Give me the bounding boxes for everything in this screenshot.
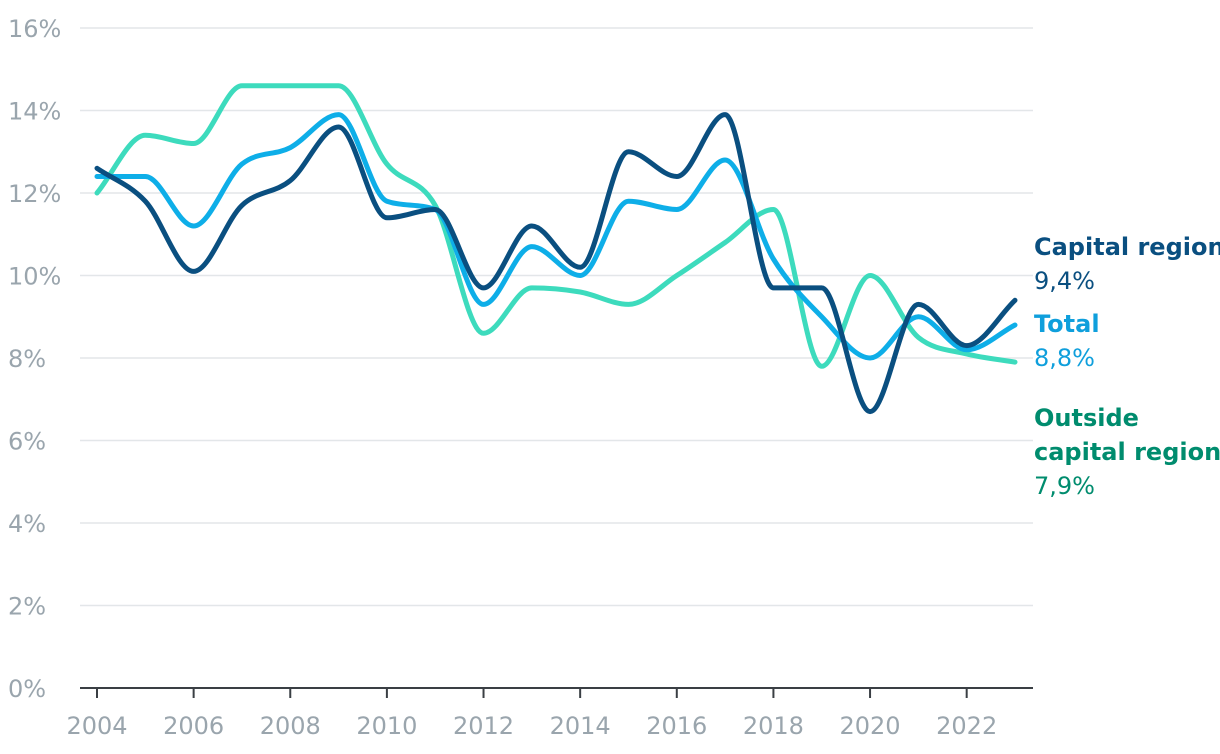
y-tick-label: 2% [8,593,46,621]
x-tick-label: 2006 [163,712,224,740]
series-label-total: Total [1034,310,1100,338]
series-end-labels: Outside capital region 7,9% Total 8,8% Capita… [1034,233,1220,500]
x-axis: 2004 2006 2008 2010 2012 2014 2016 2018 2020 2022 [66,687,1033,740]
series-line-capital-region [94,112,1018,415]
series-value-outside-capital-region: 7,9% [1034,472,1095,500]
series-line-total [94,112,1018,361]
y-tick-label: 8% [8,345,46,373]
x-tick-label: 2014 [550,712,611,740]
x-tick-label: 2016 [646,712,707,740]
y-axis-tick-labels: 0% 2% 4% 6% 8% 10% 12% 14% 16% [8,15,61,703]
gridlines [80,27,1033,607]
x-tick-label: 2022 [936,712,997,740]
series-label-capital-region: Capital region [1034,233,1220,261]
x-tick-label: 2018 [743,712,804,740]
y-tick-label: 16% [8,15,61,43]
y-tick-label: 4% [8,510,46,538]
x-tick-label: 2008 [260,712,321,740]
x-tick-label: 2020 [840,712,901,740]
y-tick-label: 10% [8,263,61,291]
series-label-outside-capital-region: capital region [1034,438,1220,466]
series-lines [94,83,1018,415]
x-tick-label: 2012 [453,712,514,740]
y-tick-label: 0% [8,675,46,703]
series-value-total: 8,8% [1034,344,1095,372]
x-tick-label: 2010 [356,712,417,740]
series-line-outside-capital-region [94,83,1018,369]
y-tick-label: 12% [8,180,61,208]
series-label-outside-capital-region: Outside [1034,404,1139,432]
series-value-capital-region: 9,4% [1034,267,1095,295]
x-tick-label: 2004 [66,712,127,740]
y-tick-label: 14% [8,98,61,126]
y-tick-label: 6% [8,428,46,456]
